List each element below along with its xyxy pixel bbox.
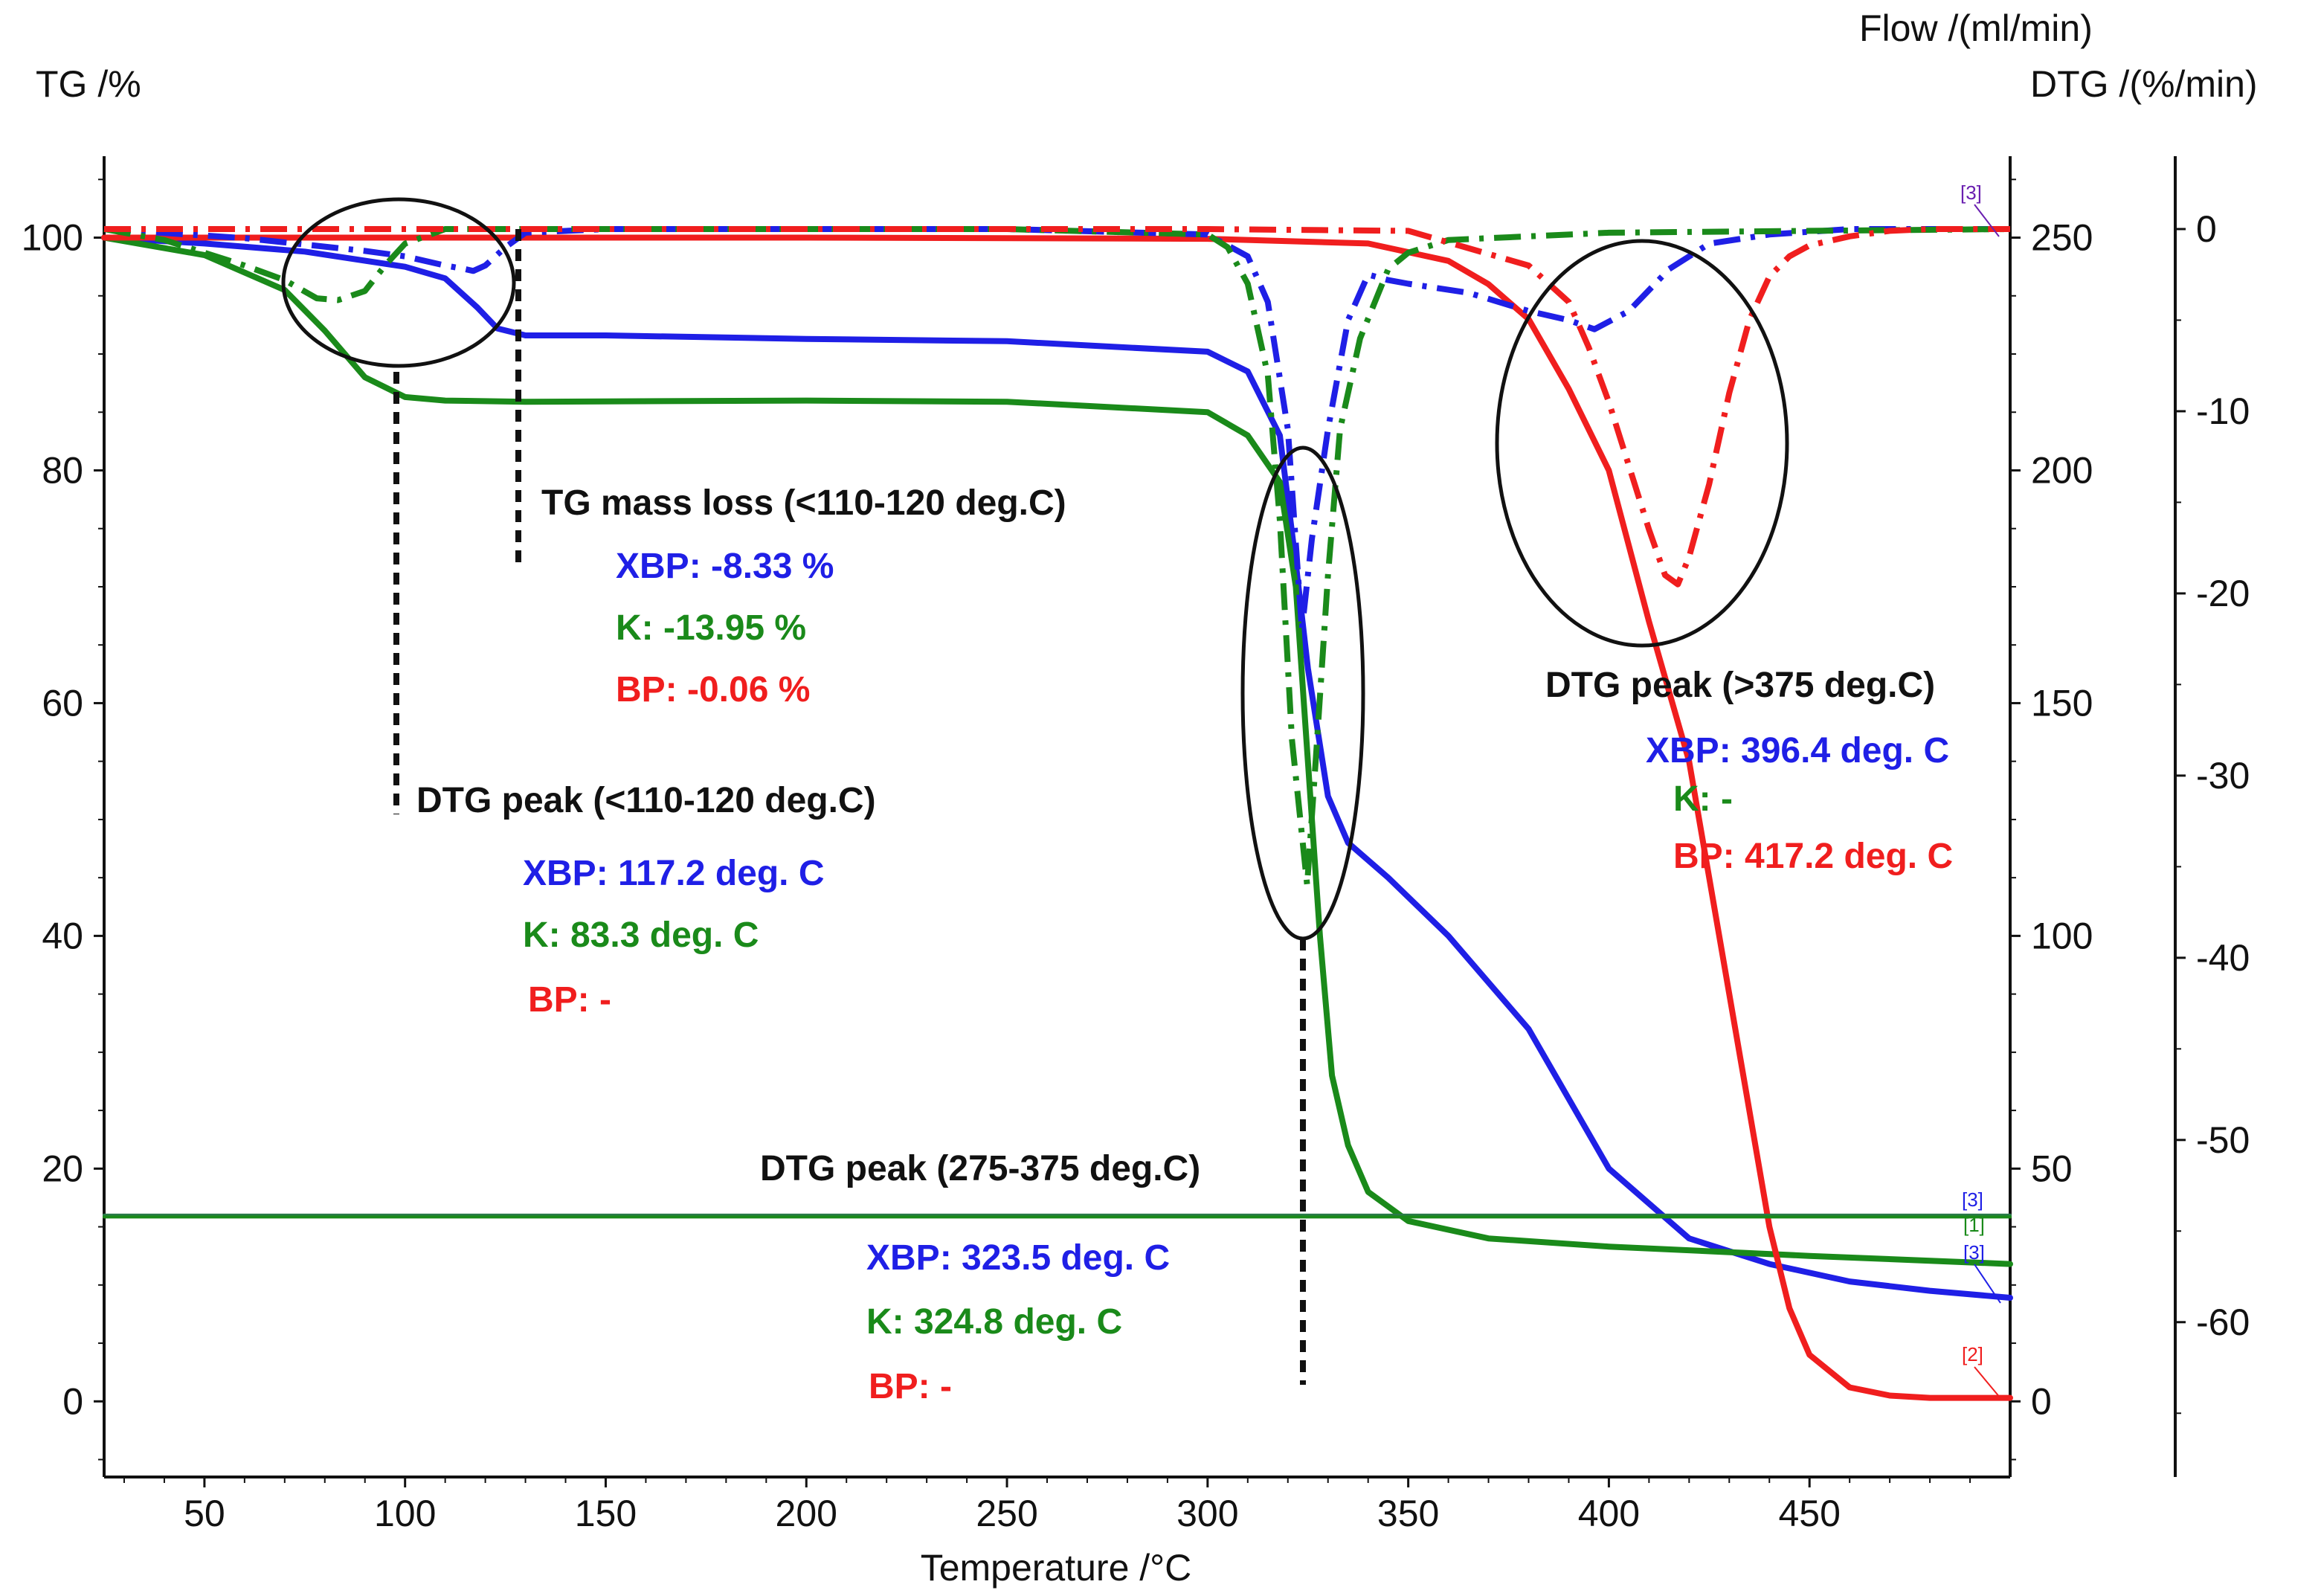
- annotation-heading: DTG peak (275-375 deg.C): [760, 1149, 1200, 1188]
- x-tick-label: 250: [976, 1493, 1037, 1534]
- tag-leader: [1974, 204, 2000, 237]
- annotation-bp: BP: -: [869, 1367, 952, 1406]
- curve-tag-bp-end: [2]: [1962, 1343, 1983, 1365]
- flow-tick-label: 50: [2031, 1148, 2073, 1189]
- series-k-tg: [101, 234, 2013, 1267]
- annotation-dtg-peak-high: DTG peak (>375 deg.C) XBP: 396.4 deg. C …: [1545, 666, 1953, 876]
- tg-tick-label: 80: [42, 449, 83, 491]
- x-axis-title: Temperature /°C: [921, 1547, 1192, 1589]
- flow-tick-label: 0: [2031, 1380, 2052, 1422]
- flow-tick-label: 100: [2031, 915, 2093, 956]
- tag-leader: [1974, 1264, 2001, 1304]
- annotation-heading: DTG peak (<110-120 deg.C): [416, 781, 876, 820]
- flow-tick-label: 200: [2031, 449, 2093, 491]
- x-tick-label: 200: [776, 1493, 837, 1534]
- annotation-heading: TG mass loss (<110-120 deg.C): [541, 483, 1066, 523]
- axes: [103, 156, 2177, 1478]
- tg-tick-label: 0: [62, 1380, 83, 1422]
- annotation-heading: DTG peak (>375 deg.C): [1545, 666, 1935, 705]
- series-k-dtg: [103, 226, 2011, 888]
- curve-tag-xbp-end: [3]: [1963, 1241, 1985, 1264]
- x-tick-label: 50: [184, 1493, 225, 1534]
- dtg-tick-label: -60: [2196, 1301, 2250, 1343]
- annotation-xbp: XBP: -8.33 %: [616, 547, 834, 586]
- annotation-k: K: -13.95 %: [616, 608, 806, 648]
- tg-tick-label: 100: [22, 217, 83, 259]
- series-xbp-dtg: [103, 226, 2010, 633]
- series-bp-tg: [101, 234, 2013, 1401]
- dtg-tick-label: -40: [2196, 937, 2250, 979]
- x-tick-label: 450: [1778, 1493, 1840, 1534]
- dotted-guides: [393, 229, 1306, 1385]
- curve-tags: [3] [3] [1] [3] [2]: [1960, 181, 2001, 1399]
- ellipse-high-temp: [1495, 239, 1789, 648]
- x-tick-label: 150: [575, 1493, 637, 1534]
- tg-tick-label: 60: [42, 682, 83, 724]
- ellipse-low-temp: [281, 197, 516, 368]
- x-tick-label: 350: [1377, 1493, 1439, 1534]
- series-layer: [101, 226, 2013, 1401]
- annotation-xbp: XBP: 117.2 deg. C: [523, 854, 825, 893]
- y-axis-title-dtg: DTG /(%/min): [2030, 63, 2258, 105]
- x-tick-label: 100: [374, 1493, 436, 1534]
- x-tick-label: 400: [1578, 1493, 1640, 1534]
- flow-tick-label: 250: [2031, 217, 2093, 259]
- annotation-xbp: XBP: 396.4 deg. C: [1646, 731, 1949, 770]
- flow-tick-label: 150: [2031, 682, 2093, 724]
- annotation-tg-mass-loss: TG mass loss (<110-120 deg.C) XBP: -8.33…: [541, 483, 1066, 709]
- annotation-k: K: -: [1673, 779, 1733, 819]
- annotation-dtg-peak-low: DTG peak (<110-120 deg.C) XBP: 117.2 deg…: [416, 781, 876, 1020]
- tg-tick-label: 40: [42, 915, 83, 956]
- tag-leader: [1974, 1366, 2001, 1399]
- annotation-xbp: XBP: 323.5 deg. C: [866, 1238, 1170, 1278]
- dtg-tick-label: -20: [2196, 573, 2250, 614]
- annotation-dtg-peak-main: DTG peak (275-375 deg.C) XBP: 323.5 deg.…: [760, 1149, 1200, 1406]
- ticks: 50 100 150 200 250 300 350 400 450 0 20 40 60 80 100 0 5…: [22, 178, 2250, 1534]
- annotation-bp: BP: -0.06 %: [616, 670, 810, 709]
- annotation-k: K: 83.3 deg. C: [523, 916, 759, 955]
- curve-tag-flow-b: [1]: [1963, 1214, 1985, 1236]
- y-axis-title-tg: TG /%: [36, 63, 141, 105]
- x-tick-label: 300: [1176, 1493, 1238, 1534]
- annotation-k: K: 324.8 deg. C: [866, 1302, 1122, 1342]
- tg-tick-label: 20: [42, 1148, 83, 1189]
- dtg-tick-label: -50: [2196, 1119, 2250, 1161]
- dtg-tick-label: -30: [2196, 755, 2250, 797]
- annotation-bp: BP: -: [528, 980, 611, 1020]
- y-axis-title-flow: Flow /(ml/min): [1859, 7, 2093, 49]
- curve-tag-flow-a: [3]: [1962, 1188, 1983, 1211]
- dtg-tick-label: 0: [2196, 208, 2217, 250]
- curve-tag-top: [3]: [1960, 181, 1982, 204]
- dtg-tick-label: -10: [2196, 390, 2250, 432]
- annotation-bp: BP: 417.2 deg. C: [1673, 837, 1953, 876]
